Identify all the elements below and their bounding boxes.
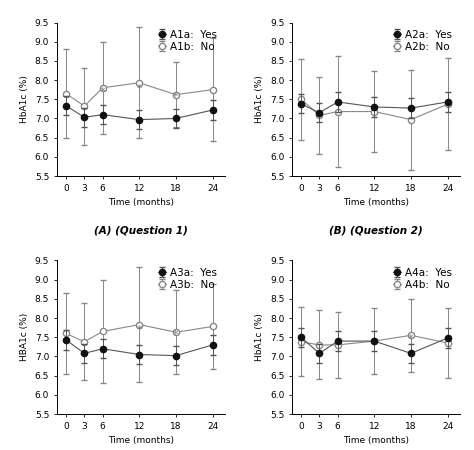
X-axis label: Time (months): Time (months)	[343, 436, 409, 445]
Legend: A3a:  Yes, A3b:  No: A3a: Yes, A3b: No	[156, 266, 219, 292]
Legend: A4a:  Yes, A4b:  No: A4a: Yes, A4b: No	[391, 266, 455, 292]
Text: *: *	[100, 87, 106, 97]
Text: *: *	[408, 334, 414, 344]
X-axis label: Time (months): Time (months)	[343, 198, 409, 207]
X-axis label: Time (months): Time (months)	[108, 436, 174, 445]
Y-axis label: HbA1c (%): HbA1c (%)	[20, 75, 29, 123]
Text: *: *	[137, 325, 142, 335]
Y-axis label: HbA1c (%): HbA1c (%)	[255, 313, 264, 361]
Text: (B) (Question 2): (B) (Question 2)	[329, 225, 423, 235]
Text: *: *	[173, 92, 179, 102]
Text: *: *	[173, 330, 179, 340]
Legend: A2a:  Yes, A2b:  No: A2a: Yes, A2b: No	[391, 28, 455, 54]
Text: (A) (Question 1): (A) (Question 1)	[94, 225, 188, 235]
Legend: A1a:  Yes, A1b:  No: A1a: Yes, A1b: No	[156, 28, 219, 54]
Y-axis label: HbA1c (%): HbA1c (%)	[255, 75, 264, 123]
Y-axis label: HBA1c (%): HBA1c (%)	[20, 313, 29, 361]
Text: *: *	[137, 84, 142, 94]
X-axis label: Time (months): Time (months)	[108, 198, 174, 207]
